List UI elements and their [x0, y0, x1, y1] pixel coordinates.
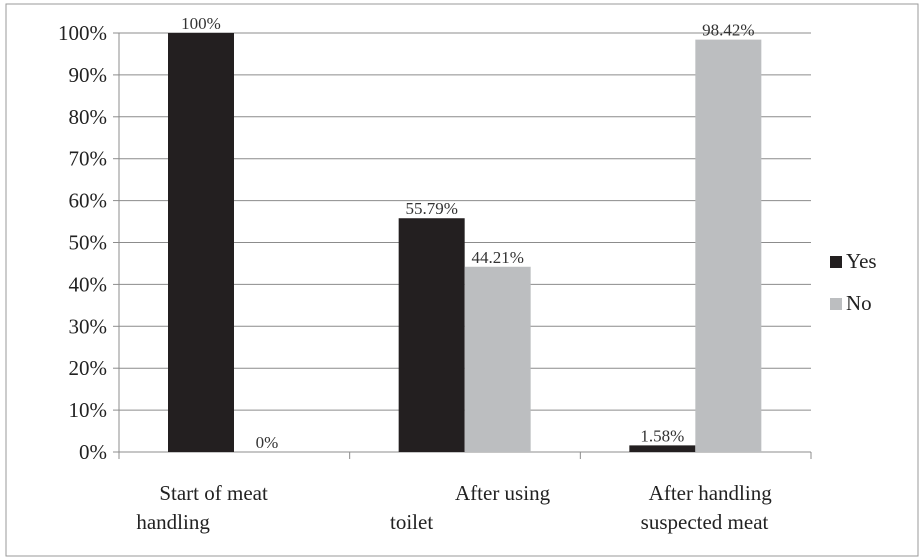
- category-label: toilet: [390, 510, 433, 534]
- y-tick-label: 70%: [69, 147, 108, 171]
- bars: [168, 33, 762, 452]
- data-label: 98.42%: [702, 21, 754, 40]
- y-tick-label: 0%: [79, 440, 107, 464]
- legend-label-yes: Yes: [846, 249, 877, 273]
- data-label: 0%: [256, 433, 279, 452]
- y-tick-label: 20%: [69, 356, 108, 380]
- legend-label-no: No: [846, 291, 872, 315]
- y-tick-label: 10%: [69, 398, 108, 422]
- y-tick-label: 90%: [69, 63, 108, 87]
- y-tick-label: 50%: [69, 231, 108, 255]
- bar-no: [695, 39, 762, 452]
- legend-swatch-yes: [830, 256, 842, 268]
- y-tick-labels: 0% 10% 20% 30% 40% 50% 60% 70% 80% 90% 100%: [58, 21, 107, 464]
- y-tick-label: 60%: [69, 189, 108, 213]
- category-label: After handling: [649, 481, 773, 505]
- y-tick-label: 30%: [69, 314, 108, 338]
- bar-yes: [168, 33, 234, 452]
- data-label: 44.21%: [471, 248, 523, 267]
- category-label: Start of meat: [159, 481, 268, 505]
- y-tick-label: 100%: [58, 21, 107, 45]
- data-labels: 100% 0% 55.79% 44.21% 1.58% 98.42%: [181, 14, 754, 452]
- category-labels: Start of meat handling After using toilet Af…: [136, 481, 772, 534]
- category-label: After using: [455, 481, 551, 505]
- data-label: 100%: [181, 14, 221, 33]
- y-tick-label: 40%: [69, 272, 108, 296]
- category-label: handling: [136, 510, 210, 534]
- data-label: 1.58%: [640, 426, 684, 445]
- bar-yes: [629, 445, 696, 452]
- y-tick-label: 80%: [69, 105, 108, 129]
- legend-swatch-no: [830, 298, 842, 310]
- data-label: 55.79%: [405, 199, 457, 218]
- bar-no: [464, 266, 531, 452]
- bar-yes: [398, 218, 465, 452]
- category-label: suspected meat: [641, 510, 769, 534]
- legend: Yes No: [830, 249, 877, 315]
